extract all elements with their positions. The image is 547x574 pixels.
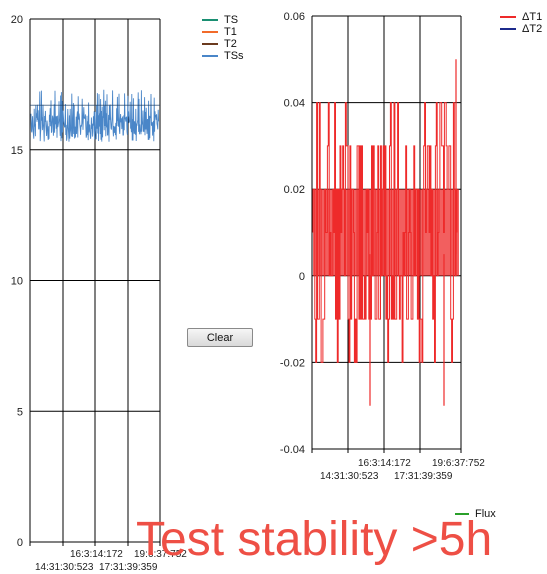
series-tss-line <box>30 89 160 142</box>
legend-label-t2: T2 <box>224 38 237 50</box>
legend-swatch-ts <box>202 19 218 21</box>
left-x-tick-label: 16:3:14:172 <box>70 549 123 560</box>
right-y-tick-label: -0.02 <box>280 357 305 369</box>
legend-label-dt2: ΔT2 <box>522 23 543 35</box>
legend-item-tss: TSs <box>202 50 244 62</box>
clear-button[interactable]: Clear <box>187 328 253 347</box>
legend-item-dt2: ΔT2 <box>500 23 542 35</box>
legend-item-t2: T2 <box>202 38 244 50</box>
right-x-tick-label: 19:6:37:752 <box>432 458 485 469</box>
left-chart: 0 5 10 15 20 16:3:14:172 19:6:37:752 14:31:30:5… <box>11 14 188 573</box>
left-x-tick-label: 17:31:39:359 <box>99 562 158 573</box>
right-y-tick-label: 0.04 <box>284 98 305 110</box>
legend-swatch-tss <box>202 55 218 57</box>
right-y-tick-label: 0.02 <box>284 184 305 196</box>
overlay-caption: Test stability >5h <box>136 513 493 566</box>
left-y-tick-label: 5 <box>17 406 23 418</box>
left-y-tick-label: 0 <box>17 537 23 549</box>
right-x-tick-label: 14:31:30:523 <box>320 471 379 482</box>
legend-label-dt1: ΔT1 <box>522 11 543 23</box>
legend-label-t1: T1 <box>224 26 237 38</box>
legend-label-tss: TSs <box>224 50 244 62</box>
right-chart-legend: ΔT1 ΔT2 <box>500 11 542 35</box>
left-x-tick-label: 19:6:37:752 <box>134 549 187 560</box>
left-y-tick-label: 15 <box>11 145 23 157</box>
right-chart: -0.04 -0.02 0 0.02 0.04 0.06 16:3:14:172 19:6:3… <box>280 11 485 482</box>
legend-item-dt1: ΔT1 <box>500 11 542 23</box>
legend-swatch-dt1 <box>500 16 516 18</box>
left-y-tick-label: 10 <box>11 276 23 288</box>
legend-label-flux: Flux <box>475 508 496 520</box>
right-y-tick-label: 0.06 <box>284 11 305 23</box>
right-y-tick-label: 0 <box>299 271 305 283</box>
left-y-tick-label: 20 <box>11 14 23 26</box>
right-x-tick-label: 16:3:14:172 <box>358 458 411 469</box>
left-x-tick-label: 14:31:30:523 <box>35 562 94 573</box>
legend-item-ts: TS <box>202 14 244 26</box>
flux-legend: Flux <box>455 508 496 520</box>
series-dt1-line <box>312 102 458 363</box>
left-chart-legend: TS T1 T2 TSs <box>202 14 244 62</box>
right-y-tick-label: -0.04 <box>280 444 305 456</box>
legend-label-ts: TS <box>224 14 239 26</box>
legend-item-t1: T1 <box>202 26 244 38</box>
legend-swatch-dt2 <box>500 28 516 30</box>
legend-swatch-t2 <box>202 43 218 45</box>
legend-swatch-t1 <box>202 31 218 33</box>
right-x-tick-label: 17:31:39:359 <box>394 471 453 482</box>
legend-swatch-flux <box>455 513 469 515</box>
